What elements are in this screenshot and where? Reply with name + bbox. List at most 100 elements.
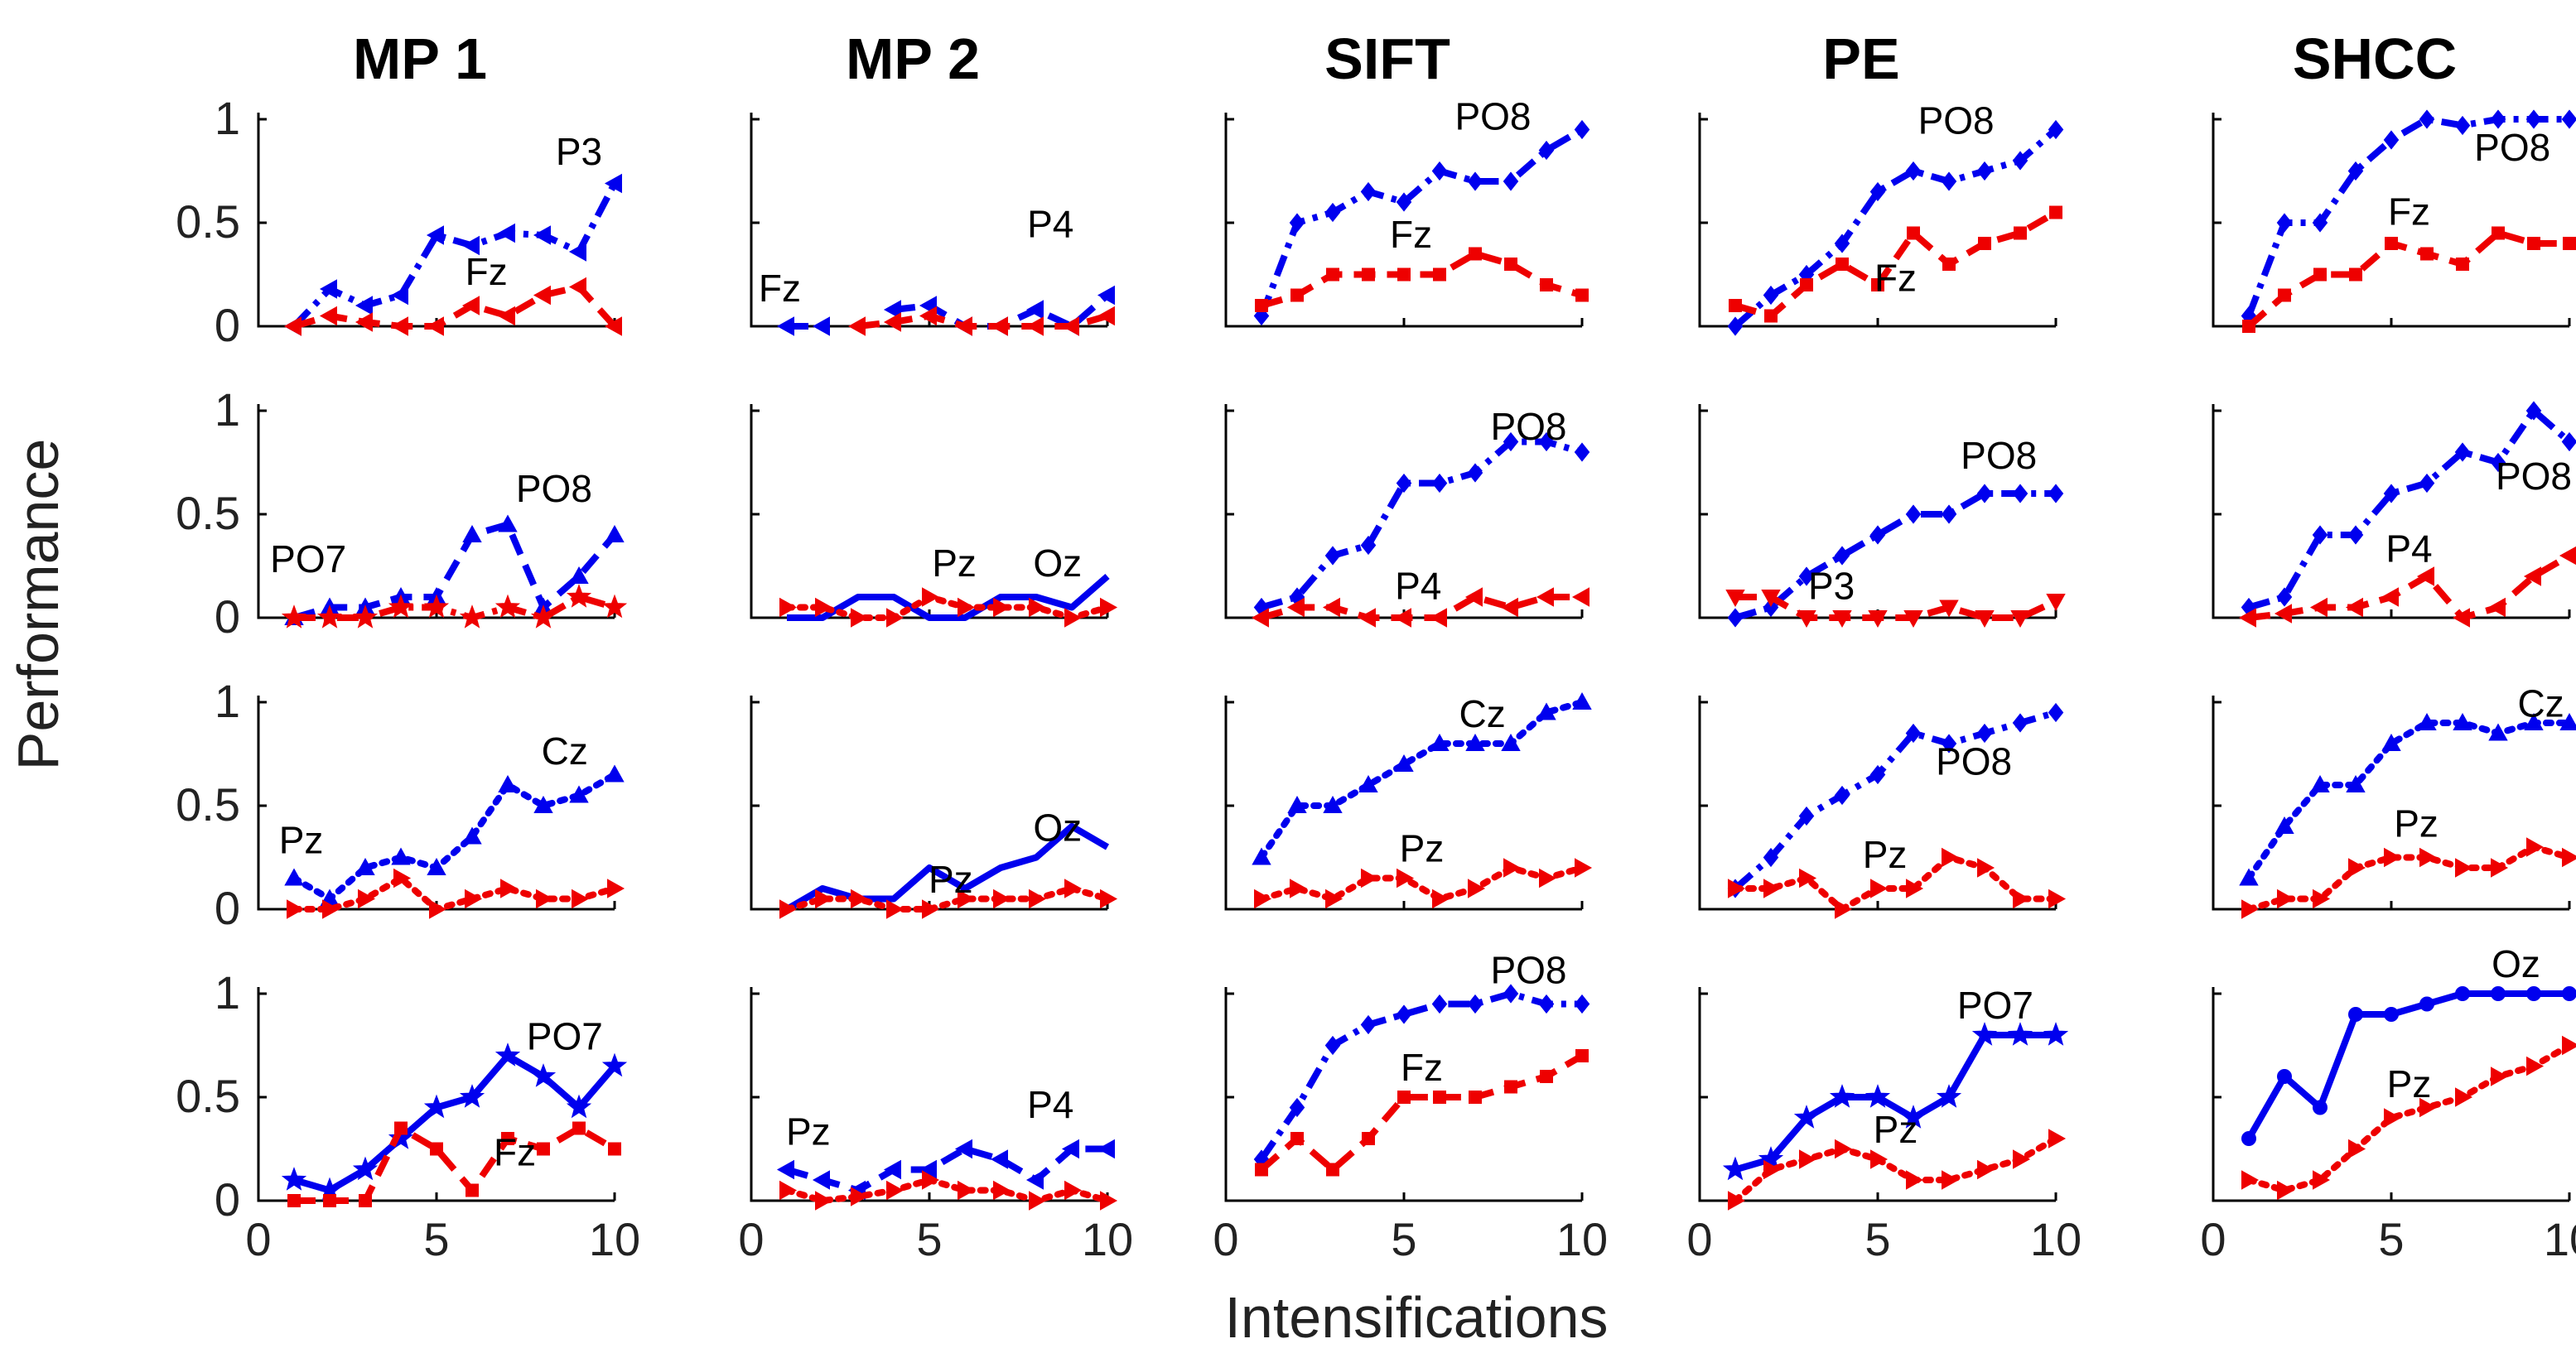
- data-point: [1869, 764, 1886, 785]
- data-point: [1251, 608, 1269, 628]
- data-point: [1358, 774, 1378, 792]
- data-point: [390, 316, 408, 336]
- series-line: [787, 573, 1110, 621]
- electrode-label: Fz: [1390, 213, 1432, 256]
- data-point: [1869, 181, 1886, 202]
- data-point: [2491, 1067, 2509, 1086]
- data-point: [1469, 247, 1482, 261]
- electrode-label: Pz: [279, 819, 324, 862]
- data-point: [1536, 702, 1556, 720]
- series-fz-red: [847, 306, 1115, 336]
- y-tick-label: 1: [215, 675, 240, 727]
- data-point: [2310, 774, 2330, 792]
- data-point: [815, 597, 833, 618]
- data-point: [1763, 597, 1779, 618]
- data-point: [1289, 1097, 1305, 1118]
- data-point: [993, 597, 1011, 618]
- data-point: [2277, 1069, 2292, 1084]
- data-point: [319, 306, 337, 326]
- data-point: [2491, 986, 2506, 1001]
- data-point: [2456, 258, 2469, 271]
- data-point: [1064, 1180, 1083, 1201]
- electrode-label: P4: [2385, 527, 2432, 571]
- data-point: [1836, 258, 1849, 271]
- data-point: [851, 888, 869, 909]
- panel-grid: 00.5100.5100.5100.5105100510051005100510…: [176, 92, 2576, 1265]
- data-point: [2347, 525, 2364, 545]
- data-point: [465, 888, 483, 909]
- data-point: [1870, 879, 1889, 898]
- data-point: [2561, 431, 2576, 452]
- data-point: [1397, 1091, 1411, 1104]
- data-point: [1536, 587, 1554, 607]
- electrode-label: Cz: [2517, 682, 2564, 725]
- series-fz-red: [287, 1121, 621, 1207]
- data-point: [393, 868, 412, 888]
- electrode-label: Oz: [1033, 542, 1082, 585]
- data-point: [2455, 1087, 2473, 1107]
- data-point: [2562, 986, 2576, 1001]
- series-po7-red: [281, 584, 628, 628]
- series-line: [1258, 864, 1585, 903]
- data-point: [2383, 130, 2400, 150]
- data-point: [281, 604, 307, 628]
- data-point: [1906, 1170, 1924, 1190]
- data-point: [568, 277, 586, 297]
- data-point: [812, 316, 830, 336]
- data-point: [2417, 712, 2437, 730]
- data-point: [605, 524, 625, 542]
- data-point: [533, 225, 551, 245]
- panel-r4-c4: 0 5 10: [1686, 987, 2082, 1265]
- data-point: [1432, 888, 1450, 909]
- data-point: [922, 1170, 940, 1190]
- y-tick-label: 0.5: [176, 195, 240, 248]
- data-point: [2385, 237, 2398, 250]
- series-line: [1258, 990, 1582, 1162]
- series-fz-red: [1255, 247, 1589, 312]
- x-tick-label: 0: [738, 1213, 764, 1265]
- data-point: [2312, 525, 2328, 545]
- series-po8-blue: [1727, 702, 2064, 898]
- data-point: [423, 594, 450, 619]
- x-tick-label: 5: [2378, 1213, 2404, 1265]
- x-tick-label: 10: [1556, 1213, 1608, 1265]
- data-point: [2313, 267, 2327, 282]
- series-p4-blue: [776, 1139, 1115, 1201]
- electrode-label: Pz: [1863, 833, 1908, 876]
- series-line: [2248, 552, 2572, 621]
- series-line: [292, 283, 617, 330]
- series-line: [292, 181, 618, 329]
- data-point: [2048, 1129, 2067, 1149]
- data-point: [1433, 267, 1446, 282]
- data-point: [1468, 879, 1486, 898]
- data-point: [1942, 1170, 1960, 1190]
- series-line: [291, 874, 618, 913]
- data-point: [993, 888, 1011, 909]
- data-point: [1727, 608, 1744, 628]
- series-line: [294, 594, 616, 621]
- data-point: [1323, 795, 1343, 813]
- series-pz-red: [1254, 858, 1593, 909]
- data-point: [494, 1043, 521, 1067]
- data-point: [1871, 278, 1884, 291]
- series-po8-blue: [1253, 119, 1590, 326]
- data-point: [497, 306, 515, 326]
- data-point: [1763, 285, 1779, 306]
- data-point: [1835, 899, 1853, 919]
- data-point: [1503, 171, 1519, 191]
- data-point: [1097, 306, 1115, 326]
- electrode-label: Oz: [1033, 807, 1082, 850]
- series-line: [784, 885, 1111, 913]
- data-point: [1758, 1146, 1784, 1170]
- electrode-label: Pz: [786, 1110, 831, 1153]
- series-oz-blue: [2241, 986, 2576, 1146]
- series-oz-blue: [787, 573, 1110, 621]
- data-point: [883, 1159, 901, 1180]
- data-point: [1503, 431, 1519, 452]
- data-point: [815, 888, 833, 909]
- data-point: [779, 899, 798, 919]
- y-tick-label: 0.5: [176, 487, 240, 539]
- data-point: [2455, 986, 2470, 1001]
- data-point: [2420, 247, 2434, 261]
- data-point: [886, 608, 904, 628]
